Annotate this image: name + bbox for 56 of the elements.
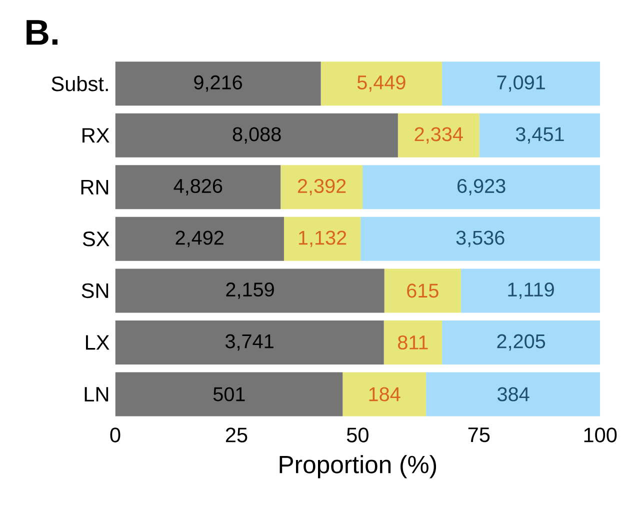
y-tick-label: RX xyxy=(82,128,110,143)
y-tick-label: SN xyxy=(82,283,108,298)
bar xyxy=(115,217,284,262)
bar xyxy=(320,62,442,106)
bar xyxy=(384,320,442,365)
chart-title: B. xyxy=(26,20,58,45)
annotation: 1,132 xyxy=(298,230,346,248)
x-tick-label: 0 xyxy=(110,428,120,443)
annotation: 3,536 xyxy=(456,230,504,248)
bar xyxy=(384,268,461,313)
y-tick-label: LX xyxy=(86,335,110,350)
y-tick-label: Subst. xyxy=(52,76,108,92)
annotation: 2,392 xyxy=(298,179,346,196)
annotation: 2,334 xyxy=(414,127,463,144)
x-tick-label: 75 xyxy=(468,428,490,442)
annotation: 9,216 xyxy=(194,76,242,92)
bar xyxy=(115,114,398,158)
x-tick-label: 100 xyxy=(584,428,617,443)
annotation: 2,205 xyxy=(497,334,546,351)
annotation: 1,119 xyxy=(508,282,554,300)
bar xyxy=(442,62,600,106)
bar xyxy=(115,268,384,313)
annotation: 501 xyxy=(213,387,245,402)
bar xyxy=(460,268,600,313)
bar xyxy=(115,62,321,106)
x-tick-label: 50 xyxy=(346,428,368,443)
annotation: 384 xyxy=(498,387,530,402)
annotation: 2,159 xyxy=(226,282,274,300)
annotation: 184 xyxy=(369,387,400,402)
annotation: 615 xyxy=(407,284,438,298)
annotation: 3,741 xyxy=(226,334,274,351)
bar xyxy=(284,217,361,262)
annotation: 4,826 xyxy=(174,179,222,196)
bar xyxy=(115,320,384,365)
annotation: 6,923 xyxy=(458,179,506,196)
bar xyxy=(479,114,600,158)
bar xyxy=(398,114,480,158)
bar xyxy=(360,217,600,262)
annotation: 3,451 xyxy=(516,127,564,144)
annotation: 8,088 xyxy=(232,127,281,144)
x-axis-title: Proportion (%) xyxy=(280,455,436,478)
bar xyxy=(426,372,600,416)
bar xyxy=(442,320,600,365)
bar xyxy=(362,165,600,210)
annotation: 5,449 xyxy=(357,76,406,92)
bar xyxy=(342,372,426,416)
annotation: 7,091 xyxy=(497,76,545,92)
annotation: 811 xyxy=(398,336,428,350)
x-tick-label: 25 xyxy=(226,428,248,443)
bar xyxy=(115,165,281,210)
y-tick-label: RN xyxy=(81,180,108,194)
y-tick-label: SX xyxy=(82,232,110,246)
annotation: 2,492 xyxy=(176,230,224,248)
bar xyxy=(280,165,363,210)
y-tick-label: LN xyxy=(84,387,108,402)
bar xyxy=(115,372,343,416)
